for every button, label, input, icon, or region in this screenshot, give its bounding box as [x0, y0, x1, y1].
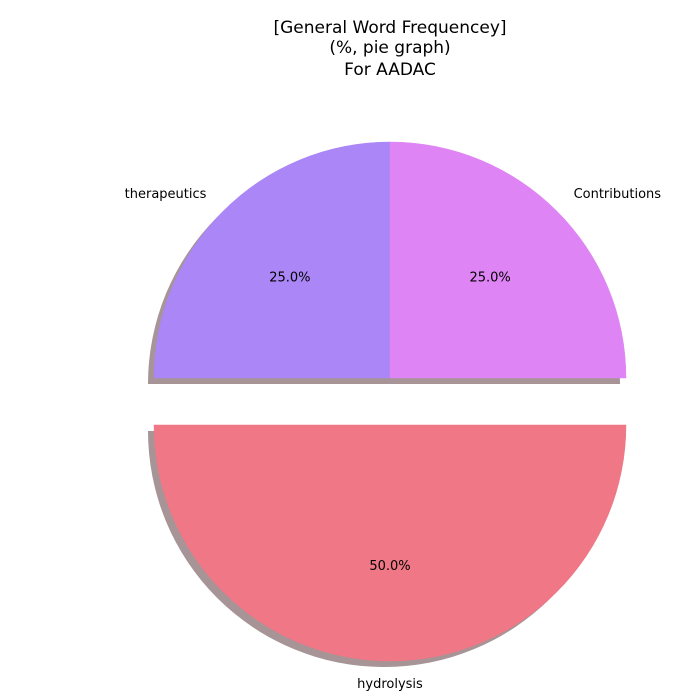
- slice-percent-label: 25.0%: [269, 270, 310, 285]
- slice-category-label: therapeutics: [125, 187, 207, 202]
- pie-slice-therapeutics: [153, 141, 391, 379]
- slice-category-label: hydrolysis: [357, 677, 423, 692]
- slice-percent-label: 25.0%: [469, 270, 510, 285]
- slice-percent-label: 50.0%: [369, 559, 410, 574]
- pie-slice-contributions: [389, 141, 627, 379]
- chart-title-line-2: (%, pie graph): [329, 38, 451, 58]
- slice-category-label: Contributions: [574, 187, 662, 202]
- chart-title-line-3: For AADAC: [344, 60, 436, 80]
- pie-slice-hydrolysis: [153, 424, 627, 662]
- chart-title-line-1: [General Word Frequencey]: [273, 18, 507, 38]
